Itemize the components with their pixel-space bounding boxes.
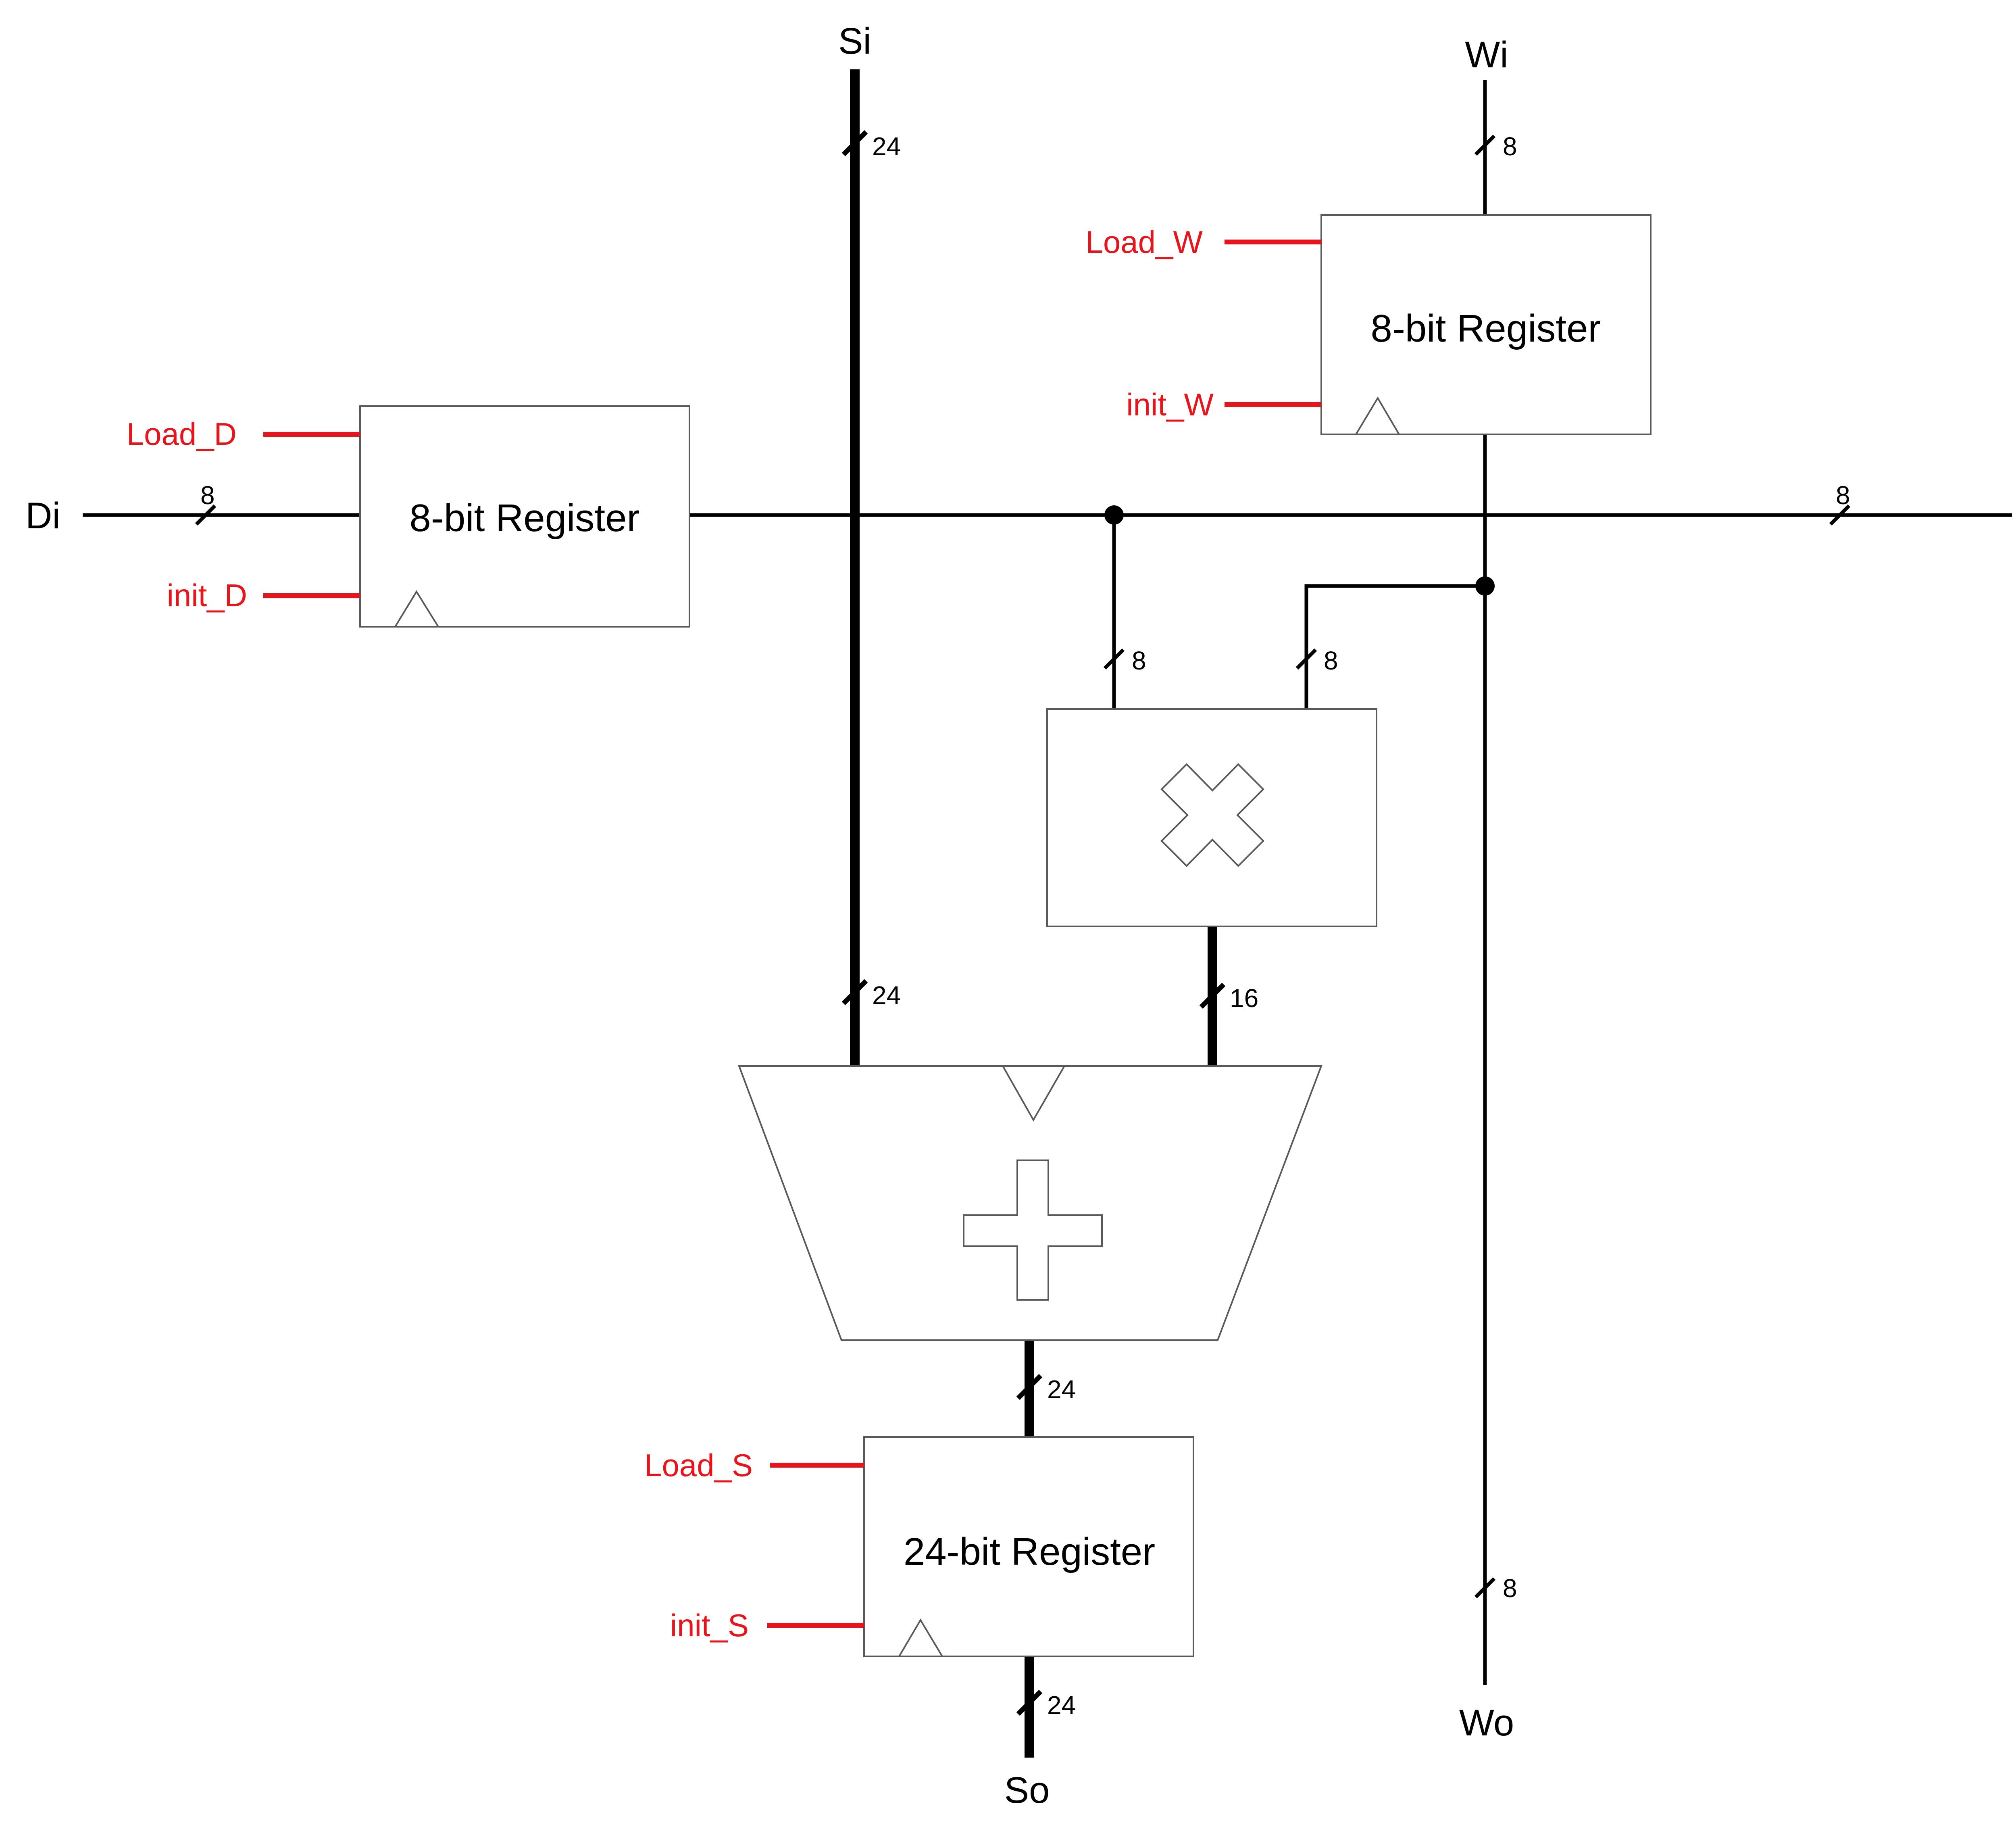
register-d: 8-bit Register: [359, 405, 690, 628]
so-port-label: So: [1004, 1770, 1050, 1811]
adder-out-slash: [1016, 1374, 1043, 1400]
wo-port-label: Wo: [1459, 1702, 1514, 1743]
si-in-width: 24: [872, 132, 901, 161]
multiplier-block: [1046, 708, 1377, 927]
mult-d-slash: [1103, 648, 1125, 670]
register-s: 24-bit Register: [863, 1436, 1194, 1657]
adder-out-width: 24: [1047, 1375, 1076, 1404]
load-d-label: Load_D: [127, 416, 237, 452]
load-w-label: Load_W: [1085, 224, 1203, 260]
mult-out-slash: [1199, 982, 1226, 1009]
carry-in-triangle-icon: [1001, 1065, 1066, 1122]
multiply-icon: [1160, 763, 1264, 867]
register-d-title: 8-bit Register: [410, 496, 640, 540]
clock-triangle-icon: [1354, 396, 1401, 435]
di-port-label: Di: [25, 495, 60, 536]
wi-slash: [1474, 134, 1496, 156]
si-adder-width: 24: [872, 981, 901, 1010]
wo-slash: [1474, 1577, 1496, 1599]
register-w: 8-bit Register: [1320, 214, 1652, 435]
si-in-slash: [841, 130, 868, 156]
plus-icon: [963, 1159, 1103, 1301]
wi-width: 8: [1503, 132, 1517, 161]
so-width: 24: [1047, 1691, 1076, 1720]
adder-block: [738, 1065, 1322, 1341]
si-port-label: Si: [838, 21, 871, 62]
init-w-label: init_W: [1126, 387, 1214, 422]
w-to-mult-wire: [1304, 584, 1485, 709]
mult-w-slash: [1295, 648, 1317, 670]
register-s-title: 24-bit Register: [904, 1530, 1155, 1573]
wi-port-label: Wi: [1465, 34, 1508, 75]
si-adder-slash: [841, 979, 868, 1005]
do-slash: [1829, 504, 1851, 526]
di-width: 8: [200, 481, 215, 510]
load-s-label: Load_S: [644, 1447, 753, 1483]
wo-width: 8: [1503, 1574, 1517, 1603]
so-slash: [1016, 1689, 1043, 1716]
di-slash: [195, 504, 217, 526]
do-width: 8: [1836, 481, 1850, 510]
mult-out-width: 16: [1230, 984, 1258, 1013]
mult-d-width: 8: [1132, 646, 1146, 675]
clock-triangle-icon: [898, 1618, 944, 1657]
init-d-label: init_D: [167, 578, 247, 613]
init-s-label: init_S: [670, 1608, 749, 1643]
w-junction-node: [1475, 576, 1495, 596]
mult-w-width: 8: [1324, 646, 1338, 675]
d-junction-node: [1104, 505, 1124, 525]
register-w-title: 8-bit Register: [1371, 307, 1601, 350]
clock-triangle-icon: [394, 590, 440, 628]
